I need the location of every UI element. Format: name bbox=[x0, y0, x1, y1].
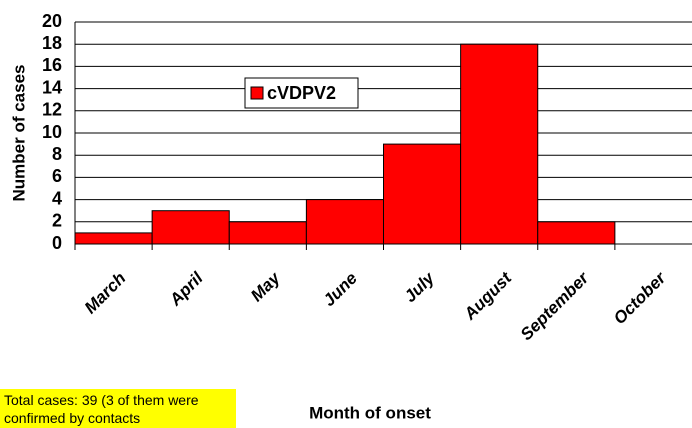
x-tick-label: March bbox=[81, 269, 130, 318]
y-tick-label: 12 bbox=[42, 100, 62, 120]
y-tick-label: 4 bbox=[52, 188, 62, 208]
bar bbox=[228, 221, 307, 245]
y-tick-label: 14 bbox=[42, 77, 62, 97]
x-tick-label: October bbox=[610, 268, 671, 329]
y-tick-label: 2 bbox=[52, 211, 62, 231]
y-tick-label: 0 bbox=[52, 233, 62, 253]
x-tick-label: April bbox=[165, 268, 207, 310]
y-tick-label: 6 bbox=[52, 166, 62, 186]
bar bbox=[151, 210, 230, 245]
y-axis-label: Number of cases bbox=[9, 65, 28, 202]
bar bbox=[383, 143, 462, 245]
x-tick-label: June bbox=[319, 269, 360, 310]
x-tick-label: August bbox=[460, 268, 516, 324]
y-tick-label: 18 bbox=[42, 33, 62, 53]
x-tick-label: July bbox=[401, 267, 440, 306]
y-tick-label: 16 bbox=[42, 55, 62, 75]
y-tick-label: 20 bbox=[42, 11, 62, 31]
bar bbox=[74, 232, 153, 245]
bar bbox=[460, 43, 539, 245]
legend-swatch bbox=[250, 86, 264, 100]
legend-box bbox=[244, 77, 359, 109]
x-tick-label: September bbox=[517, 268, 594, 345]
x-tick-label: May bbox=[247, 267, 285, 305]
bar bbox=[537, 221, 616, 245]
legend-label: cVDPV2 bbox=[267, 83, 336, 103]
y-tick-label: 10 bbox=[42, 122, 62, 142]
annotation: Total cases: 39 (3 of them were confirme… bbox=[0, 389, 236, 428]
bar bbox=[305, 199, 384, 245]
x-axis-label: Month of onset bbox=[309, 403, 431, 422]
y-tick-label: 8 bbox=[52, 144, 62, 164]
